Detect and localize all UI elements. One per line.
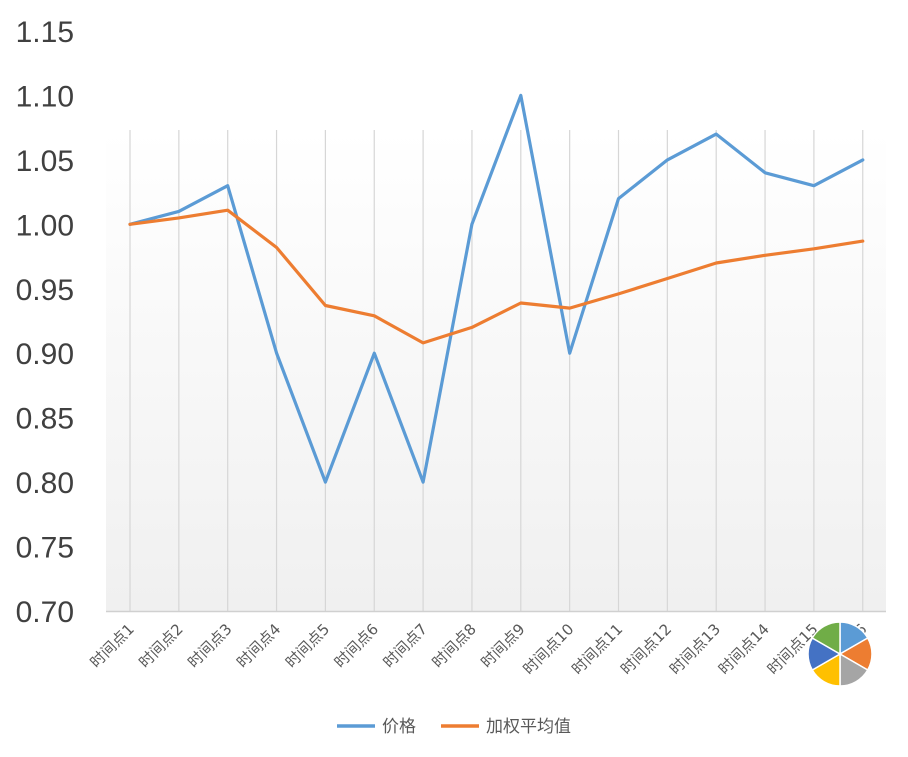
x-tick-label: 时间点2 (135, 620, 186, 671)
y-tick-label: 0.75 (16, 532, 74, 565)
x-tick-label: 时间点5 (282, 620, 333, 671)
legend: 价格 加权平均值 (337, 717, 571, 737)
x-tick-label: 时间点4 (233, 620, 284, 671)
pie-chart-icon (807, 621, 873, 687)
x-tick-label: 时间点14 (715, 620, 773, 678)
y-tick-label: 0.85 (16, 403, 74, 436)
pie-icon-slice (811, 621, 841, 656)
x-tick-label: 时间点7 (380, 620, 431, 671)
plot-area (106, 130, 886, 611)
x-tick-label: 时间点10 (519, 620, 577, 678)
series-lines (128, 93, 865, 484)
y-tick-label: 1.05 (16, 145, 74, 178)
x-tick-label: 时间点1 (87, 620, 138, 671)
series-line-1 (128, 93, 865, 484)
legend-label: 加权平均值 (486, 717, 571, 737)
x-tick-label: 时间点8 (428, 620, 479, 671)
y-tick-label: 1.10 (16, 80, 74, 113)
y-tick-label: 0.90 (16, 338, 74, 371)
series-line-2 (128, 208, 865, 345)
x-tick-label: 时间点3 (184, 620, 235, 671)
legend-label: 价格 (382, 717, 416, 737)
y-tick-label: 0.70 (16, 596, 74, 629)
y-tick-label: 1.15 (16, 16, 74, 49)
y-tick-label: 0.80 (16, 467, 74, 500)
y-tick-label: 0.95 (16, 274, 74, 307)
x-tick-label: 时间点6 (331, 620, 382, 671)
x-tick-label: 时间点12 (617, 620, 675, 678)
x-tick-label: 时间点13 (666, 620, 724, 678)
y-axis-ticks: 0.70 0.75 0.80 0.85 0.90 0.95 1.00 1.05 1.10 1.15 (16, 16, 74, 629)
y-tick-label: 1.00 (16, 209, 74, 242)
x-axis-ticks: 时间点1时间点2时间点3时间点4时间点5时间点6时间点7时间点8时间点9时间点1… (87, 620, 871, 678)
x-tick-label: 时间点11 (568, 620, 626, 678)
vertical-gridlines (129, 130, 864, 611)
